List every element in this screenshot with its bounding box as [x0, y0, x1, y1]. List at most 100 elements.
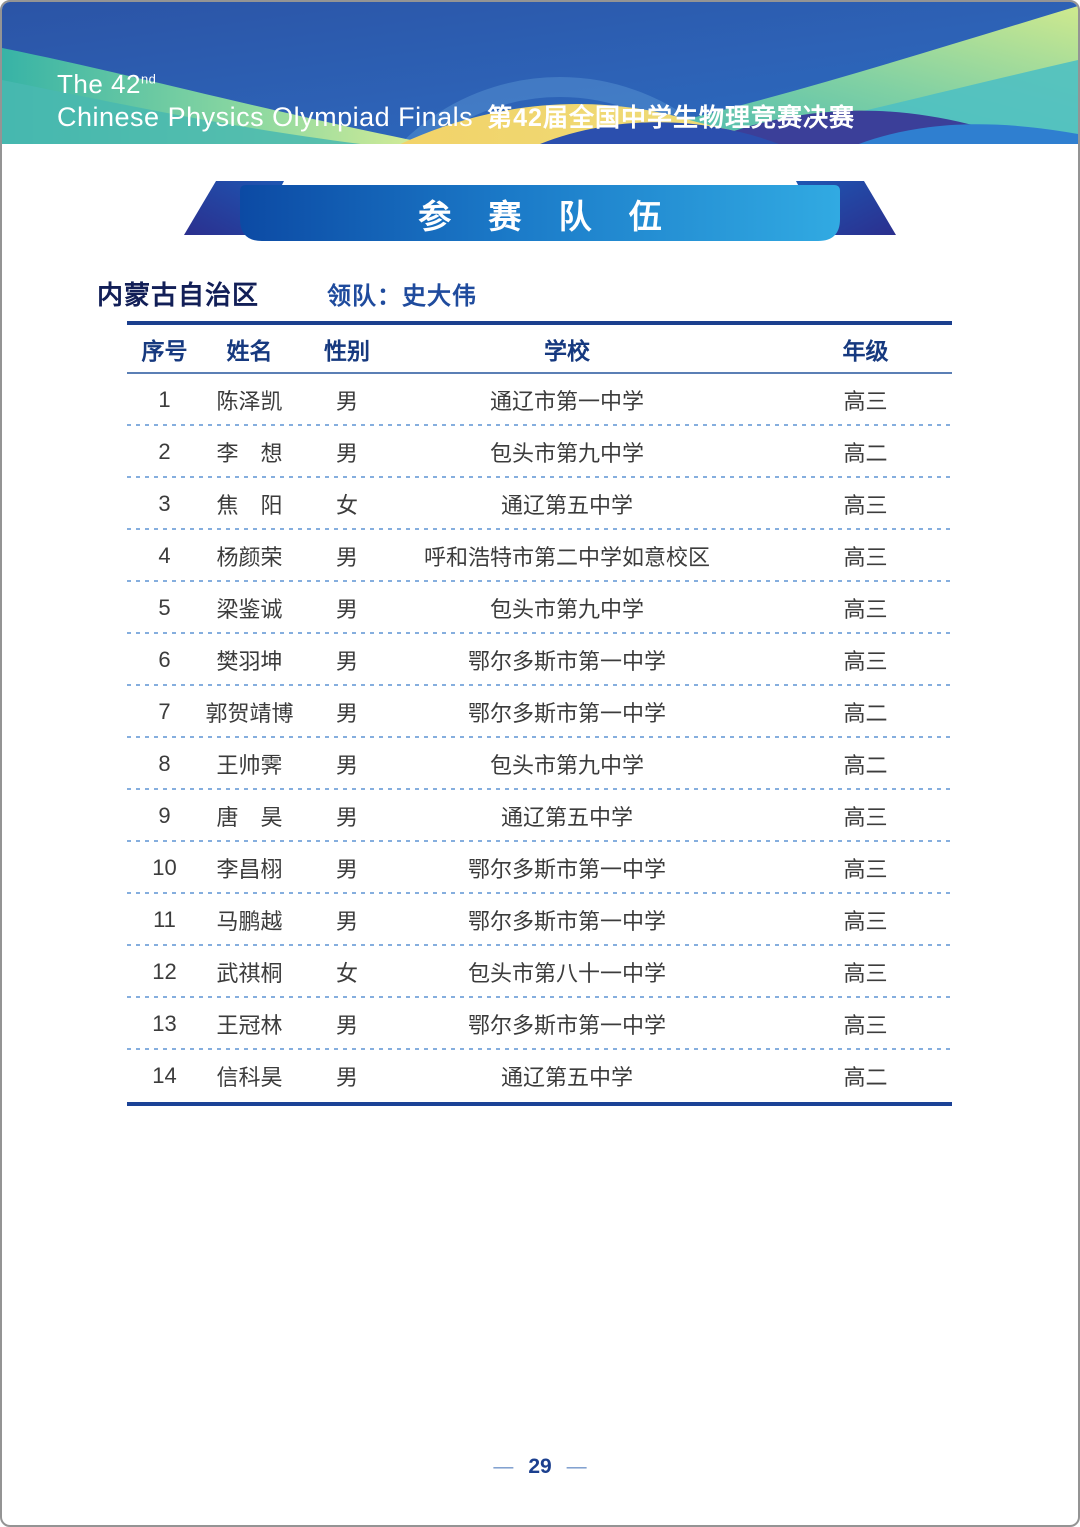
row-number-cell: 6 — [158, 647, 171, 672]
name-cell: 杨颜荣 — [216, 545, 283, 570]
table-row: 8 王帅霁 男 包头市第九中学 高二 — [127, 738, 952, 790]
school-cell: 包头市第九中学 — [489, 753, 644, 778]
grade-cell: 高三 — [843, 857, 888, 882]
gender-cell: 男 — [335, 909, 358, 934]
name-cell: 焦 阳 — [216, 493, 283, 518]
page-header-banner: The 42nd Chinese Physics Olympiad Finals… — [2, 2, 1078, 144]
school-cell: 鄂尔多斯市第一中学 — [467, 857, 666, 882]
gender-cell: 男 — [335, 805, 358, 830]
table-row: 9 唐 昊 男 通辽第五中学 高三 — [127, 790, 952, 842]
row-number-cell: 12 — [152, 959, 177, 984]
row-number-cell: 3 — [158, 491, 171, 516]
table-row: 12 武祺桐 女 包头市第八十一中学 高三 — [127, 946, 952, 998]
province-name: 内蒙古自治区 — [97, 280, 260, 310]
gender-cell: 女 — [335, 493, 358, 518]
row-number-cell: 8 — [158, 751, 171, 776]
row-number-cell: 2 — [158, 439, 171, 464]
school-cell: 包头市第八十一中学 — [467, 961, 666, 986]
grade-cell: 高二 — [843, 701, 888, 726]
grade-cell: 高三 — [843, 961, 888, 986]
ribbon-graphic — [184, 181, 896, 241]
page-number-dash-left: — — [493, 1455, 514, 1478]
table-row: 10 李昌栩 男 鄂尔多斯市第一中学 高三 — [127, 842, 952, 894]
school-cell: 鄂尔多斯市第一中学 — [467, 1013, 666, 1038]
name-cell: 李 想 — [216, 441, 283, 466]
roster-table: 序号 姓名 性别 学校 年级 1 陈泽凯男通辽市第一中学 高三 2 李 想男包头市第九中… — [127, 325, 952, 1106]
grade-cell: 高三 — [843, 909, 888, 934]
name-cell: 王冠林 — [216, 1013, 283, 1038]
row-number-cell: 4 — [158, 543, 171, 568]
grade-cell: 高三 — [843, 597, 888, 622]
table-row: 11 马鹏越 男 鄂尔多斯市第一中学 高三 — [127, 894, 952, 946]
row-number-cell: 5 — [158, 595, 171, 620]
name-cell: 马鹏越 — [216, 909, 283, 934]
school-cell: 呼和浩特市第二中学如意校区 — [423, 545, 710, 570]
name-cell: 郭贺靖博 — [205, 701, 294, 726]
name-cell: 唐 昊 — [216, 805, 283, 830]
school-cell: 通辽第五中学 — [500, 805, 633, 830]
gender-cell: 男 — [335, 597, 358, 622]
name-cell: 信科昊 — [216, 1065, 283, 1090]
school-cell: 鄂尔多斯市第一中学 — [467, 909, 666, 934]
wave-art-graphic — [2, 2, 1078, 144]
col-header-name: 姓名 — [226, 337, 273, 364]
gender-cell: 男 — [335, 1065, 358, 1090]
row-number-cell: 1 — [158, 387, 171, 412]
event-title-line2: Chinese Physics Olympiad Finals 第42届全国中学生… — [57, 101, 855, 135]
grade-cell: 高二 — [843, 441, 888, 466]
province-header: 内蒙古自治区 领队：史大伟 — [97, 275, 952, 325]
gender-cell: 男 — [335, 701, 358, 726]
grade-cell: 高三 — [843, 805, 888, 830]
school-cell: 包头市第九中学 — [489, 597, 644, 622]
grade-cell: 高三 — [843, 493, 888, 518]
row-number-cell: 9 — [158, 803, 171, 828]
row-number-cell: 14 — [152, 1063, 177, 1088]
table-row: 3 焦 阳 女 通辽第五中学 高三 — [127, 478, 952, 530]
grade-cell: 高二 — [843, 753, 888, 778]
grade-cell: 高三 — [843, 389, 888, 414]
gender-cell: 男 — [335, 1013, 358, 1038]
gender-cell: 男 — [335, 441, 358, 466]
school-cell: 鄂尔多斯市第一中学 — [467, 701, 666, 726]
province-underline — [127, 321, 952, 325]
event-title-english: Chinese Physics Olympiad Finals — [57, 101, 474, 132]
name-cell: 樊羽坤 — [216, 649, 283, 674]
section-title: 参 赛 队 伍 — [418, 198, 676, 235]
name-cell: 武祺桐 — [216, 961, 283, 986]
ordinal-suffix: nd — [140, 71, 157, 87]
table-row: 4 杨颜荣 男 呼和浩特市第二中学如意校区 高三 — [127, 530, 952, 582]
table-row: 6 樊羽坤 男 鄂尔多斯市第一中学 高三 — [127, 634, 952, 686]
table-row: 14 信科昊 男 通辽第五中学 高二 — [127, 1050, 952, 1102]
section-ribbon: 参 赛 队 伍 — [178, 177, 902, 249]
grade-cell: 高三 — [843, 545, 888, 570]
table-header-row: 序号 姓名 性别 学校 年级 — [127, 325, 952, 374]
table-row: 7 郭贺靖博 男 鄂尔多斯市第一中学 高二 — [127, 686, 952, 738]
col-header-gender: 性别 — [324, 337, 370, 364]
gender-cell: 男 — [335, 857, 358, 882]
name-cell: 梁鉴诚 — [216, 597, 283, 622]
row-number-cell: 11 — [153, 907, 176, 932]
gender-cell: 女 — [335, 961, 358, 986]
col-header-school: 学校 — [544, 337, 590, 364]
name-cell: 王帅霁 — [216, 753, 283, 778]
name-cell: 李昌栩 — [216, 857, 283, 882]
event-title-line1: The 42nd — [57, 69, 157, 99]
gender-cell: 男 — [335, 649, 358, 674]
school-cell: 通辽市第一中学 — [489, 389, 644, 414]
table-body: 1 陈泽凯男通辽市第一中学 高三 2 李 想男包头市第九中学 高二 3 焦 阳女通辽第五中学高… — [127, 374, 952, 1106]
team-leader: 领队：史大伟 — [327, 283, 478, 310]
row-number-cell: 13 — [152, 1011, 177, 1036]
school-cell: 通辽第五中学 — [500, 1065, 633, 1090]
gender-cell: 男 — [335, 753, 358, 778]
table-row: 1 陈泽凯 男 通辽市第一中学 高三 — [127, 374, 952, 426]
school-cell: 包头市第九中学 — [489, 441, 644, 466]
table-row: 5 梁鉴诚 男 包头市第九中学 高三 — [127, 582, 952, 634]
grade-cell: 高三 — [843, 649, 888, 674]
table-row: 2 李 想 男 包头市第九中学 高二 — [127, 426, 952, 478]
row-number-cell: 10 — [152, 855, 177, 880]
col-header-no: 序号 — [141, 337, 188, 364]
page-number: — 29 — — [2, 1455, 1078, 1479]
event-title-chinese: 第42届全国中学生物理竞赛决赛 — [487, 103, 855, 132]
page-number-dash-right: — — [566, 1455, 587, 1478]
